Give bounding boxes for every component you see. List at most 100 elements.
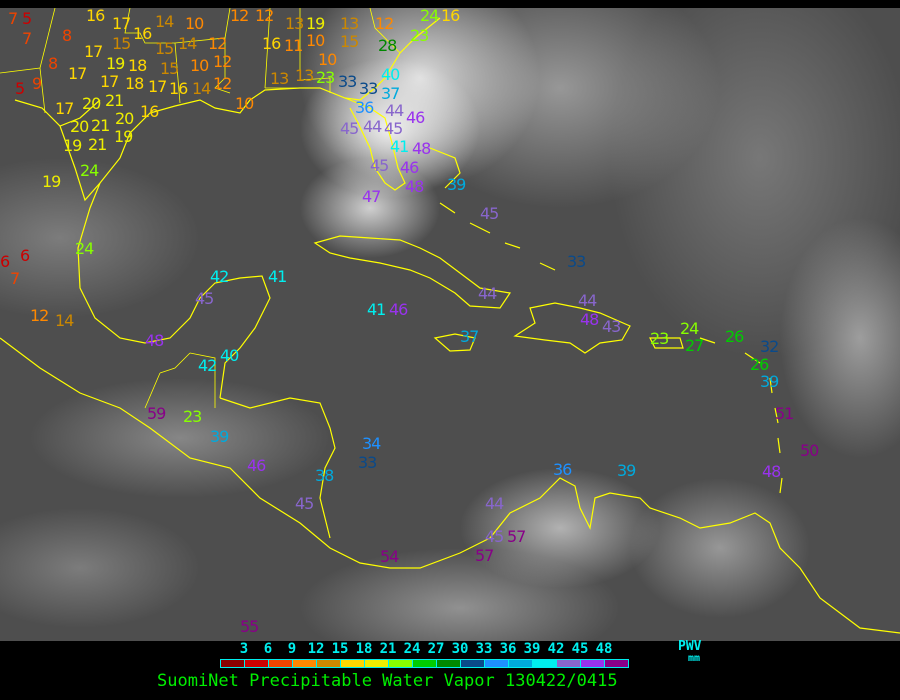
pwv-station-value: 13 (285, 14, 304, 33)
coastline-group (0, 8, 900, 634)
pwv-station-value: 28 (378, 36, 397, 55)
pwv-station-value: 12 (255, 8, 274, 25)
pwv-station-value: 38 (315, 466, 334, 485)
legend-unit-label: PWV (678, 639, 702, 654)
south-america-coast (489, 477, 900, 634)
pwv-station-value: 23 (183, 407, 202, 426)
pwv-station-value: 21 (91, 116, 110, 135)
legend-swatch (221, 660, 245, 667)
pwv-station-value: 11 (284, 36, 303, 55)
legend-tick-label: 15 (331, 641, 349, 657)
legend-swatch (389, 660, 413, 667)
pwv-station-value: 8 (48, 54, 58, 73)
pwv-station-value: 37 (381, 84, 400, 103)
pwv-station-value: 21 (105, 91, 124, 110)
legend-swatch (509, 660, 533, 667)
pwv-station-value: 55 (240, 617, 259, 636)
legend-tick-label: 21 (379, 641, 397, 657)
pwv-station-value: 33 (338, 72, 357, 91)
pwv-station-value: 14 (192, 79, 211, 98)
legend-tick-label: 24 (403, 641, 421, 657)
pwv-station-value: 19 (42, 172, 61, 191)
pwv-station-value: 16 (169, 79, 188, 98)
legend-tick-label: 39 (523, 641, 541, 657)
pwv-station-value: 10 (190, 56, 209, 75)
pwv-station-value: 41 (367, 300, 386, 319)
legend-tick-label: 18 (355, 641, 373, 657)
pwv-station-value: 16 (441, 8, 460, 25)
pwv-station-value: 47 (362, 187, 381, 206)
pwv-station-value: 24 (80, 161, 99, 180)
legend-swatch (269, 660, 293, 667)
pwv-station-value: 7 (10, 269, 20, 288)
jamaica (433, 333, 476, 352)
legend-swatch (317, 660, 341, 667)
pwv-station-value: 14 (155, 12, 174, 31)
pwv-station-value: 41 (390, 137, 409, 156)
pwv-station-value: 26 (750, 355, 769, 374)
pwv-station-value: 15 (155, 39, 174, 58)
satellite-image: 7 5 7 8 8 5 9 16 17 17 19 18 17 16 15 14 15 14 12 10 12 12 13 1… (0, 8, 900, 641)
legend-swatch (605, 660, 628, 667)
pwv-station-value: 6 (20, 246, 30, 265)
state-borders (0, 8, 401, 409)
pwv-station-value: 46 (247, 456, 266, 475)
pwv-station-value: 33 (358, 453, 377, 472)
pwv-station-value: 24 (680, 319, 699, 338)
pwv-station-value: 12 (30, 306, 49, 325)
pwv-station-value: 14 (178, 34, 197, 53)
pwv-station-value: 17 (84, 42, 103, 61)
cuba (313, 235, 512, 309)
pwv-station-value: 24 (75, 239, 94, 258)
pwv-station-value: 40 (381, 65, 400, 84)
legend-swatch (413, 660, 437, 667)
pwv-station-value: 17 (112, 14, 131, 33)
pwv-station-value: 44 (485, 494, 504, 513)
pwv-station-value: 39 (447, 175, 466, 194)
central-america (0, 337, 491, 569)
mexico-east-coast (77, 182, 271, 399)
legend-tick-label: 9 (287, 641, 297, 657)
pwv-station-value: 20 (115, 109, 134, 128)
pwv-station-value: 45 (384, 119, 403, 138)
pwv-station-value: 43 (602, 317, 621, 336)
pwv-station-value: 48 (580, 310, 599, 329)
legend-swatch (533, 660, 557, 667)
pwv-station-value: 23 (316, 68, 335, 87)
legend-tick-label: 45 (571, 641, 589, 657)
pwv-station-value: 57 (475, 546, 494, 565)
pwv-station-value: 14 (55, 311, 74, 330)
pwv-station-value: 27 (685, 336, 704, 355)
pwv-station-value: 44 (578, 291, 597, 310)
legend-tick-label: 30 (451, 641, 469, 657)
legend-swatch (341, 660, 365, 667)
pwv-station-value: 21 (88, 135, 107, 154)
legend-swatch (485, 660, 509, 667)
pwv-station-value: 45 (370, 156, 389, 175)
pwv-station-value: 50 (800, 441, 819, 460)
florida-peninsula (344, 97, 406, 191)
pwv-station-value: 46 (406, 108, 425, 127)
pwv-station-value: 10 (318, 50, 337, 69)
legend-swatch (581, 660, 605, 667)
pwv-station-value: 42 (198, 356, 217, 375)
pwv-station-value: 17 (68, 64, 87, 83)
pwv-station-value: 46 (400, 158, 419, 177)
hispaniola (513, 302, 631, 354)
pwv-station-value: 15 (160, 59, 179, 78)
pwv-station-value: 19 (106, 54, 125, 73)
pwv-station-value: 19 (114, 127, 133, 146)
legend-tick-label: 3 (239, 641, 249, 657)
pwv-station-value: 45 (480, 204, 499, 223)
legend-swatch (365, 660, 389, 667)
pwv-station-value: 45 (195, 289, 214, 308)
pwv-station-value: 48 (405, 177, 424, 196)
pwv-station-value: 18 (125, 74, 144, 93)
pwv-station-value: 5 (22, 9, 32, 28)
pwv-station-value: 8 (62, 26, 72, 45)
pwv-station-value: 13 (270, 69, 289, 88)
pwv-station-value: 33 (359, 79, 378, 98)
color-legend: 3 6 9 12 15 18 21 24 27 30 33 36 39 42 45 48 PWV mm Suo… (0, 639, 900, 700)
legend-swatch (245, 660, 269, 667)
pwv-station-value: 17 (100, 72, 119, 91)
